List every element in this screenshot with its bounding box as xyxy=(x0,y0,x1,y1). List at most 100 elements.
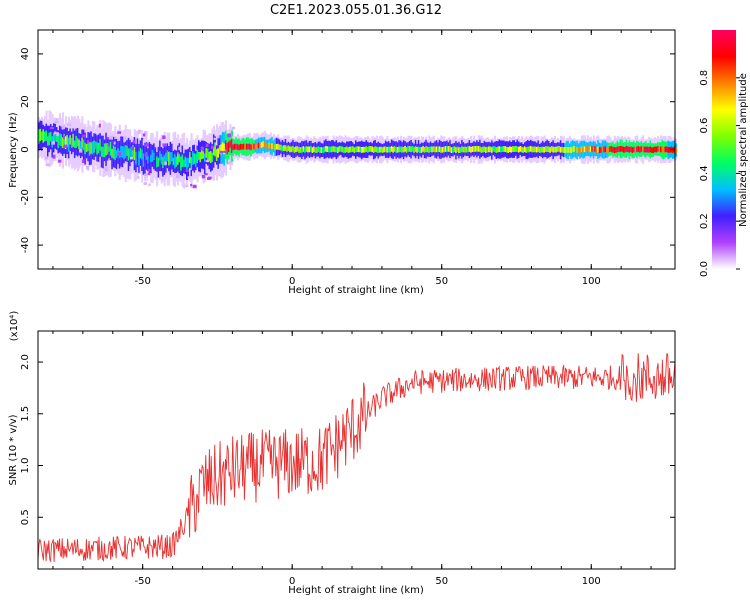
spectrogram-core xyxy=(244,144,247,151)
spectrogram-speckle xyxy=(148,183,151,187)
spectrogram-core xyxy=(157,157,160,167)
spectrogram-core xyxy=(411,145,414,152)
spectrogram-speckle xyxy=(223,150,226,153)
spectrogram-core xyxy=(314,147,317,154)
spectrogram-core xyxy=(510,146,513,153)
spectrogram-core xyxy=(220,144,223,155)
spectrogram-speckle xyxy=(185,184,189,188)
spectrogram-core xyxy=(368,146,371,152)
spectrogram-core xyxy=(61,137,65,149)
spectrogram-core xyxy=(253,143,256,150)
spectrogram-core xyxy=(525,147,528,153)
spectrogram-core xyxy=(168,151,171,166)
spectrogram-core xyxy=(428,147,431,153)
y-tick-label: 1.0 xyxy=(20,458,31,474)
spectrogram-core xyxy=(434,146,437,153)
spectrogram-core xyxy=(129,148,132,158)
spectrogram-core xyxy=(664,146,667,153)
spectrogram-core xyxy=(579,147,582,153)
spectrogram-speckle xyxy=(50,127,54,130)
spectrogram-core xyxy=(212,146,216,156)
spectrogram-core xyxy=(651,147,654,153)
spectrogram-speckle xyxy=(213,137,217,140)
spectrogram-core xyxy=(672,147,675,153)
spectrogram-speckle xyxy=(55,118,58,121)
spectrogram-speckle xyxy=(137,176,140,179)
spectrogram-core xyxy=(305,146,308,152)
spectrogram-core xyxy=(357,146,361,153)
spectrogram-core xyxy=(613,147,616,154)
spectrogram-y-ticks: -40 -20 0 20 40 xyxy=(20,48,675,253)
spectrogram-speckle xyxy=(54,120,59,124)
spectrogram-core xyxy=(217,148,220,158)
spectrogram-core xyxy=(283,145,286,152)
spectrogram-core xyxy=(603,146,606,153)
spectrogram-core xyxy=(531,146,534,153)
spectrogram-core xyxy=(147,155,150,164)
spectrogram-core xyxy=(45,130,48,141)
spectrogram-core xyxy=(341,146,344,153)
spectrogram-core xyxy=(619,146,622,152)
spectrogram-core xyxy=(399,146,402,153)
spectrogram-core xyxy=(111,148,114,158)
spectrogram-core xyxy=(75,135,78,148)
spectrogram-core xyxy=(311,147,314,154)
spectrogram-core xyxy=(477,145,480,152)
spectrogram-core xyxy=(598,147,601,153)
spectrogram-core xyxy=(278,144,281,151)
spectrogram-core xyxy=(645,146,648,153)
spectrogram-core xyxy=(549,147,552,153)
y-tick-label: 0 xyxy=(20,146,31,152)
y-tick-label: 20 xyxy=(20,95,31,108)
spectrogram-core xyxy=(604,146,607,153)
spectrogram-core xyxy=(582,146,585,153)
spectrogram-core xyxy=(610,146,613,152)
spectrogram-core xyxy=(380,146,383,153)
spectrogram-core xyxy=(124,145,127,158)
spectrogram-core xyxy=(265,142,268,149)
y-tick-label: 2.0 xyxy=(20,354,31,370)
spectrogram-core xyxy=(443,146,446,153)
spectrogram-core xyxy=(550,145,553,152)
x-tick-label: 100 xyxy=(582,276,601,287)
colorbar-fill xyxy=(712,30,736,269)
spectrogram-core xyxy=(459,147,462,153)
spectrogram-core xyxy=(555,146,558,153)
spectrogram-core xyxy=(180,156,183,171)
spectrogram-core xyxy=(476,145,479,152)
spectrogram-speckle xyxy=(113,141,116,145)
spectrogram-core xyxy=(414,146,417,152)
spectrogram-core xyxy=(455,147,458,154)
spectrogram-core xyxy=(335,146,338,153)
spectrogram-core xyxy=(183,159,186,167)
spectrogram-core xyxy=(274,144,277,151)
spectrogram-core xyxy=(346,146,349,153)
snr-y-ticks: 0.5 1.0 1.5 2.0 xyxy=(20,354,675,525)
spectrogram-core xyxy=(537,146,540,153)
spectrogram-core xyxy=(658,146,661,153)
spectrogram-core xyxy=(55,134,59,143)
spectrogram-speckle xyxy=(185,169,189,173)
spectrogram-core xyxy=(456,146,459,153)
spectrogram-core xyxy=(197,151,201,160)
spectrogram-core xyxy=(181,154,184,168)
spectrogram-core xyxy=(458,147,461,154)
colorbar-ticks: 0.0 0.2 0.4 0.6 0.8 xyxy=(699,70,740,277)
spectrogram-core xyxy=(349,146,352,153)
spectrogram-core xyxy=(60,134,63,147)
spectrogram-speckle xyxy=(81,159,85,164)
spectrogram-core xyxy=(543,146,546,153)
spectrogram-speckle xyxy=(52,154,56,159)
spectrogram-core xyxy=(189,151,192,164)
spectrogram-core xyxy=(208,151,211,161)
spectrogram-core xyxy=(85,144,88,153)
spectrogram-core xyxy=(517,146,521,153)
spectrogram-speckle xyxy=(162,143,167,147)
spectrogram-core xyxy=(165,152,168,166)
spectrogram-core xyxy=(218,145,222,154)
spectrogram-core xyxy=(328,146,331,153)
spectrogram-core xyxy=(519,145,522,152)
spectrogram-core xyxy=(516,146,519,153)
spectrogram-speckle xyxy=(107,144,111,147)
x-tick-label: 50 xyxy=(435,276,448,287)
